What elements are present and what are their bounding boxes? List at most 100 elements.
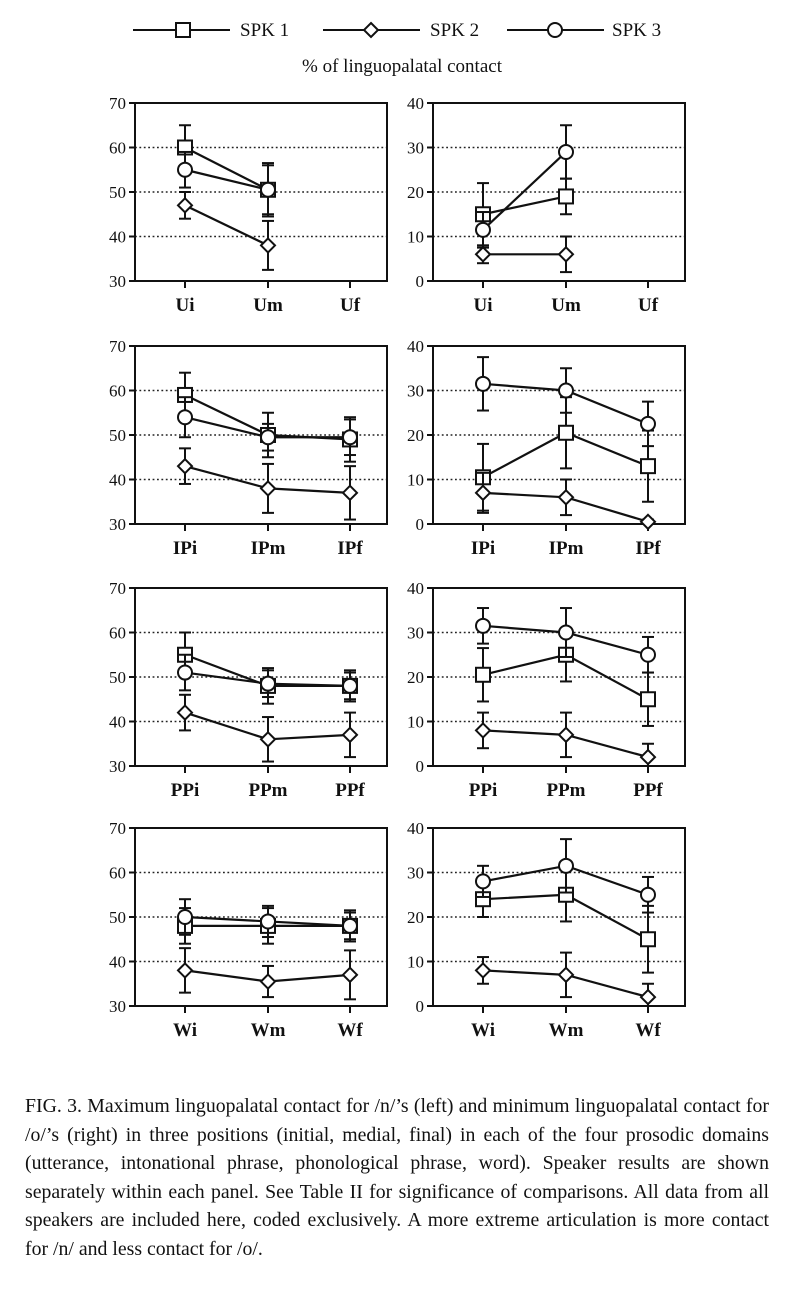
- legend-marker-circle: [547, 22, 563, 38]
- y-tick-label: 70: [109, 337, 126, 356]
- y-tick-label: 40: [109, 228, 126, 247]
- x-tick-label: PPm: [546, 780, 585, 801]
- y-tick-label: 0: [416, 997, 425, 1016]
- figure-chart-grid: SPK 1 SPK 2 SPK 3 % of linguopalatal conta…: [109, 20, 686, 1041]
- x-tick-label: Um: [253, 295, 283, 316]
- x-tick-label: Wi: [471, 1020, 495, 1041]
- y-tick-label: 50: [109, 426, 126, 445]
- series-diamond: [176, 947, 359, 1001]
- data-point-circle: [475, 221, 491, 238]
- data-point-circle: [342, 677, 358, 694]
- chart-panel: 0 10 20 30 40 Ui Um Uf: [407, 94, 686, 316]
- chart-panel: 0 10 20 30 40 PPi PPm PPf: [407, 579, 686, 801]
- series-line: [184, 146, 269, 191]
- y-tick-label: 60: [109, 139, 126, 158]
- series-circle: [475, 607, 656, 674]
- y-tick-label: 60: [109, 382, 126, 401]
- x-tick-label: PPi: [171, 780, 200, 801]
- data-point-diamond: [176, 704, 194, 722]
- series-circle: [475, 124, 574, 249]
- x-tick-label: IPf: [635, 538, 661, 559]
- y-tick-label: 30: [109, 272, 126, 291]
- series-circle: [177, 396, 358, 457]
- y-tick-label: 40: [407, 819, 424, 838]
- y-tick-label: 40: [407, 337, 424, 356]
- data-point-circle: [558, 857, 574, 874]
- y-tick-label: 30: [109, 757, 126, 776]
- series-diamond: [474, 951, 657, 1007]
- data-point-circle: [260, 181, 276, 198]
- chart-panel: 30 40 50 60 70 Wi Wm Wf: [109, 819, 388, 1041]
- y-tick-label: 20: [407, 183, 424, 202]
- data-point-circle: [558, 624, 574, 641]
- y-tick-label: 40: [109, 953, 126, 972]
- y-tick-label: 10: [407, 228, 424, 247]
- x-tick-label: PPf: [335, 780, 365, 801]
- data-point-diamond: [557, 488, 575, 506]
- data-point-circle: [475, 873, 491, 890]
- series-circle: [475, 356, 656, 448]
- legend-item: SPK 2: [323, 20, 479, 41]
- data-point-diamond: [176, 457, 194, 475]
- chart-panel: 0 10 20 30 40 IPi IPm IPf: [407, 337, 686, 559]
- legend: SPK 1 SPK 2 SPK 3: [133, 20, 661, 41]
- data-point-diamond: [176, 961, 194, 979]
- data-point-diamond: [259, 730, 277, 748]
- y-tick-label: 70: [109, 819, 126, 838]
- data-point-square: [640, 931, 656, 948]
- y-tick-label: 40: [109, 713, 126, 732]
- x-tick-label: Uf: [638, 295, 659, 316]
- y-tick-label: 50: [109, 183, 126, 202]
- series-diamond: [176, 447, 359, 521]
- data-point-circle: [475, 375, 491, 392]
- data-point-circle: [640, 646, 656, 663]
- series-line: [184, 168, 269, 191]
- data-point-square: [558, 424, 574, 441]
- x-tick-label: Uf: [340, 295, 361, 316]
- legend-label: SPK 2: [430, 20, 479, 41]
- data-point-diamond: [474, 484, 492, 502]
- data-point-circle: [260, 429, 276, 446]
- data-point-circle: [558, 143, 574, 160]
- x-tick-label: Wi: [173, 1020, 197, 1041]
- y-tick-label: 50: [109, 668, 126, 687]
- legend-label: SPK 1: [240, 20, 289, 41]
- y-tick-label: 30: [407, 624, 424, 643]
- y-tick-label: 10: [407, 713, 424, 732]
- y-tick-label: 20: [407, 426, 424, 445]
- data-point-diamond: [341, 726, 359, 744]
- y-tick-label: 10: [407, 471, 424, 490]
- series-diamond: [474, 235, 575, 274]
- legend-item: SPK 1: [133, 20, 289, 41]
- x-tick-label: Wm: [251, 1020, 286, 1041]
- figure-caption: FIG. 3. Maximum linguopalatal contact fo…: [25, 1095, 769, 1260]
- legend-item: SPK 3: [507, 20, 661, 41]
- data-point-circle: [342, 917, 358, 934]
- y-tick-label: 60: [109, 624, 126, 643]
- series-line: [184, 204, 269, 247]
- x-tick-label: IPi: [471, 538, 495, 559]
- legend-marker-diamond: [362, 21, 380, 39]
- series-diamond: [176, 191, 277, 271]
- data-point-diamond: [557, 726, 575, 744]
- chart-panel: 30 40 50 60 70 PPi PPm PPf: [109, 579, 388, 801]
- x-tick-label: IPm: [251, 538, 286, 559]
- x-tick-label: Um: [551, 295, 581, 316]
- series-diamond: [474, 711, 657, 767]
- y-tick-label: 10: [407, 953, 424, 972]
- y-tick-label: 0: [416, 515, 425, 534]
- data-point-square: [640, 691, 656, 708]
- data-point-circle: [260, 675, 276, 692]
- data-point-diamond: [639, 988, 657, 1006]
- data-point-circle: [342, 429, 358, 446]
- x-tick-label: PPi: [469, 780, 498, 801]
- x-tick-label: IPi: [173, 538, 197, 559]
- series-diamond: [474, 471, 657, 531]
- data-point-square: [558, 188, 574, 205]
- data-point-diamond: [259, 236, 277, 254]
- x-tick-label: IPm: [549, 538, 584, 559]
- data-point-diamond: [341, 966, 359, 984]
- data-point-circle: [640, 886, 656, 903]
- y-tick-label: 50: [109, 908, 126, 927]
- legend-label: SPK 3: [612, 20, 661, 41]
